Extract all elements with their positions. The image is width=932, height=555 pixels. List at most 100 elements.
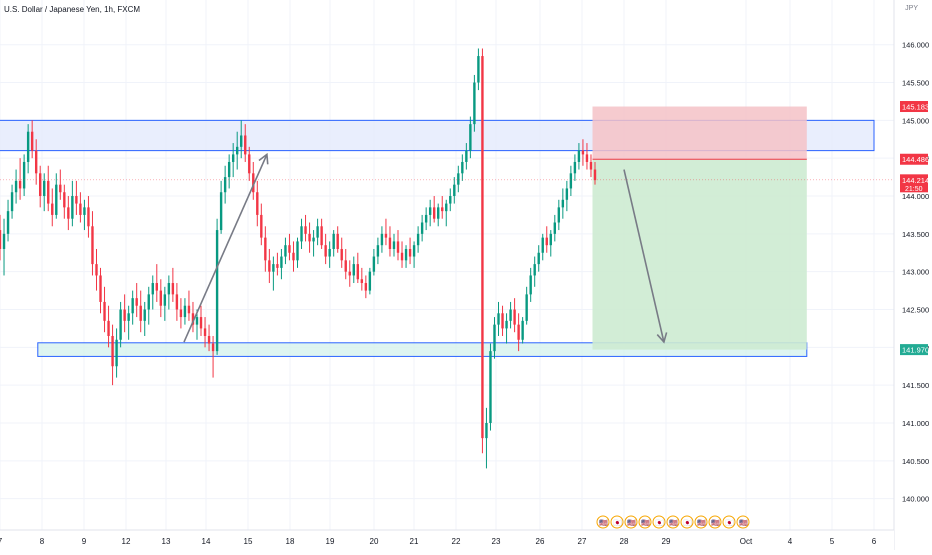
price-tag <box>900 101 928 113</box>
x-tick-label: 9 <box>82 537 87 546</box>
candle-body <box>400 252 404 261</box>
candle-body <box>14 180 18 193</box>
candle-body <box>51 203 54 215</box>
candle-body <box>10 192 14 212</box>
x-tick-label: 22 <box>452 537 461 546</box>
x-tick-label: 21 <box>410 537 419 546</box>
y-tick-label: 144.000 <box>902 192 929 201</box>
candle-body <box>497 313 500 325</box>
candle-body <box>95 264 98 276</box>
x-tick-label: Oct <box>740 537 753 546</box>
candle-body <box>396 241 400 253</box>
x-tick-label: 20 <box>370 537 379 546</box>
candle-body <box>485 422 488 439</box>
candle-body <box>87 207 90 227</box>
candle-body <box>296 241 299 261</box>
arrow-head <box>258 152 269 165</box>
candle-body <box>501 313 504 329</box>
candle-body <box>577 150 581 162</box>
candle-body <box>199 317 203 329</box>
candle-body <box>268 260 271 272</box>
economic-event-icon <box>610 515 624 529</box>
economic-event-flag: 🇺🇸 <box>599 519 608 527</box>
candle-body <box>167 283 171 295</box>
candle-body <box>183 305 187 318</box>
price-tag <box>900 153 928 165</box>
candle-body <box>340 248 343 261</box>
candle-body <box>18 180 22 189</box>
candle-body <box>119 309 122 340</box>
take-profit-zone <box>592 159 807 350</box>
candle-body <box>420 222 424 234</box>
candle-body <box>107 320 110 336</box>
candle-body <box>30 131 34 151</box>
candle-body <box>123 309 126 321</box>
economic-event-flag: 🇯🇵 <box>613 519 622 527</box>
price-tag-label: 141.970 <box>902 346 929 355</box>
candle-body <box>453 184 456 197</box>
price-tag-countdown: 21:50 <box>905 186 923 193</box>
candle-body <box>159 290 163 306</box>
candle-body <box>67 207 70 219</box>
candle-body <box>336 233 339 249</box>
candle-body <box>151 283 154 295</box>
x-tick-label: 28 <box>620 537 629 546</box>
candle-body <box>135 298 138 306</box>
x-tick-label: 7 <box>0 537 3 546</box>
candle-body <box>43 180 46 197</box>
candle-body <box>316 226 319 238</box>
candle-body <box>139 305 142 321</box>
y-tick-label: 143.500 <box>902 230 929 239</box>
candle-body <box>235 146 239 155</box>
candle-body <box>477 56 480 83</box>
candle-body <box>569 173 573 189</box>
candle-body <box>565 188 569 200</box>
candle-body <box>505 320 508 329</box>
candle-body <box>557 207 561 223</box>
candle-body <box>537 252 540 265</box>
economic-event-icon <box>652 515 666 529</box>
y-tick-label: 140.000 <box>902 495 929 504</box>
candle-body <box>191 313 195 325</box>
economic-event-icon <box>666 515 680 529</box>
economic-event-icon <box>624 515 638 529</box>
x-tick-label: 29 <box>662 537 671 546</box>
x-tick-label: 8 <box>40 537 45 546</box>
candle-body <box>585 154 589 162</box>
candle-body <box>223 177 227 193</box>
candle-body <box>47 180 50 204</box>
candle-body <box>252 173 255 193</box>
candle-body <box>240 135 243 147</box>
candle-body <box>581 150 585 155</box>
x-tick-label: 4 <box>788 537 793 546</box>
candle-body <box>179 309 183 318</box>
candle-body <box>360 279 364 284</box>
candle-body <box>352 264 355 276</box>
candle-body <box>26 131 30 162</box>
candle-body <box>441 207 444 212</box>
candle-body <box>408 248 412 257</box>
candle-body <box>324 245 327 257</box>
candle-body <box>432 207 436 219</box>
candle-body <box>127 313 130 321</box>
candle-body <box>227 161 231 178</box>
time-axis-panel <box>0 530 894 550</box>
candle-body <box>91 226 94 265</box>
candle-body <box>320 226 323 246</box>
candle-body <box>207 335 211 344</box>
economic-event-flag: 🇯🇵 <box>725 519 734 527</box>
candle-body <box>533 264 536 276</box>
candle-body <box>368 271 372 291</box>
candle-body <box>203 328 207 336</box>
candle-body <box>22 161 26 189</box>
currency-label: JPY <box>905 5 918 12</box>
x-tick-label: 26 <box>536 537 545 546</box>
y-tick-label: 141.000 <box>902 419 929 428</box>
candle-body <box>312 237 315 242</box>
candle-body <box>79 203 82 215</box>
candle-body <box>344 260 347 272</box>
candle-body <box>529 275 532 295</box>
economic-event-icon <box>638 515 652 529</box>
